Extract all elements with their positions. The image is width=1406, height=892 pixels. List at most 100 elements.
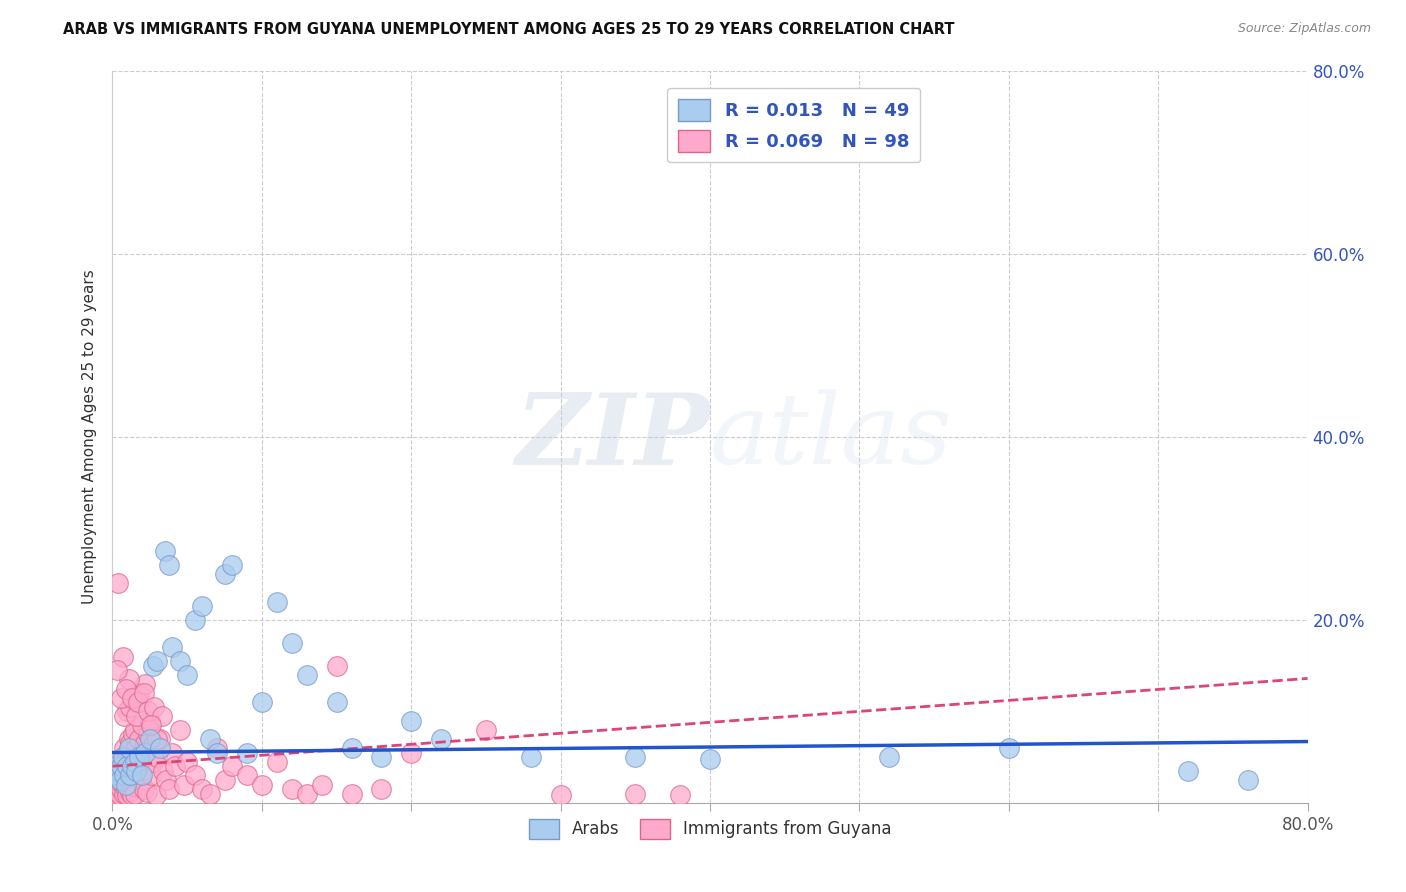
Point [157,558,180,573]
Point [221,759,243,773]
Point [142,755,165,769]
Point [110,690,132,705]
Point [1237,772,1260,787]
Point [176,755,198,769]
Point [141,768,163,782]
Point [250,695,273,709]
Point [295,787,318,801]
Point [520,750,543,764]
Point [124,787,146,801]
Point [139,718,162,732]
Point [124,755,146,769]
Point [340,740,363,755]
Point [699,752,721,766]
Point [128,750,150,764]
Point [111,750,134,764]
Point [117,759,139,773]
Point [153,544,176,558]
Point [325,658,347,673]
Point [110,782,132,797]
Point [430,731,453,746]
Point [139,731,162,746]
Point [401,714,423,728]
Point [146,731,169,746]
Point [152,764,174,778]
Point [121,768,143,782]
Point [214,772,236,787]
Point [114,768,135,782]
Point [110,759,132,773]
Point [183,613,205,627]
Point [122,780,145,794]
Point [104,759,127,773]
Point [162,746,183,760]
Point [132,686,155,700]
Point [311,778,333,792]
Point [117,705,139,719]
Point [108,768,131,782]
Point [105,663,128,677]
Point [624,750,647,764]
Point [183,768,205,782]
Y-axis label: Unemployment Among Ages 25 to 29 years: Unemployment Among Ages 25 to 29 years [82,269,97,605]
Point [141,718,163,732]
Point [266,755,288,769]
Point [143,736,166,750]
Point [281,782,304,797]
Point [104,782,127,797]
Point [340,787,363,801]
Point [198,731,221,746]
Point [142,658,165,673]
Point [122,727,145,741]
Point [111,649,134,664]
Point [114,709,135,723]
Point [105,789,128,803]
Point [669,789,692,803]
Point [117,789,139,803]
Point [107,772,129,787]
Point [139,714,162,728]
Point [624,787,647,801]
Point [107,576,129,591]
Point [134,736,156,750]
Point [132,782,155,797]
Point [173,778,195,792]
Point [108,772,131,787]
Point [162,640,183,655]
Point [550,789,572,803]
Point [127,695,149,709]
Point [169,723,191,737]
Point [155,772,177,787]
Point [205,740,228,755]
Point [121,789,143,803]
Point [120,736,142,750]
Point [124,695,146,709]
Point [146,654,169,668]
Point [475,723,498,737]
Point [145,789,167,803]
Point [127,759,149,773]
Point [121,690,143,705]
Point [108,789,131,803]
Point [131,768,153,782]
Point [105,778,128,792]
Point [129,772,152,787]
Point [150,709,173,723]
Point [107,785,129,799]
Point [143,699,166,714]
Point [138,705,160,719]
Point [118,772,141,787]
Point [105,768,128,782]
Point [169,654,191,668]
Point [176,667,198,681]
Point [998,740,1021,755]
Point [118,673,141,687]
Point [120,768,142,782]
Point [370,782,392,797]
Point [117,746,139,760]
Point [115,778,138,792]
Point [236,768,259,782]
Point [198,787,221,801]
Point [205,746,228,760]
Point [250,778,273,792]
